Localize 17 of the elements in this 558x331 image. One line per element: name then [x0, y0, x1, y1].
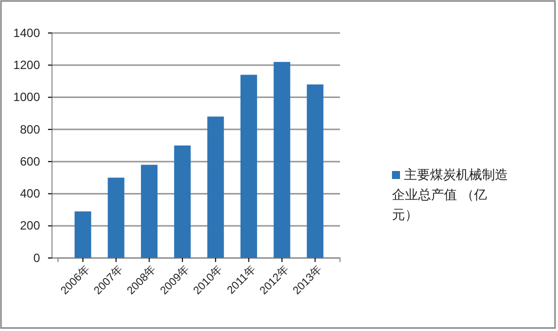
bar	[140, 164, 158, 258]
y-tick-label: 1200	[13, 58, 40, 72]
bar	[74, 211, 92, 258]
y-tick-label: 1400	[13, 26, 40, 40]
y-tick-label: 800	[20, 122, 40, 136]
bar	[108, 178, 124, 258]
bar	[306, 84, 324, 258]
bar	[274, 62, 290, 258]
bar	[207, 116, 224, 258]
y-tick-label: 0	[33, 250, 40, 265]
legend-label: 主要煤炭机械制造企业总产值 （亿元）	[392, 167, 508, 223]
bar	[240, 74, 258, 258]
y-tick-label: 600	[20, 154, 40, 168]
y-tick-label: 400	[20, 186, 40, 201]
bar	[174, 146, 191, 258]
y-tick-label: 200	[20, 218, 40, 233]
y-tick-label: 1000	[13, 90, 40, 104]
